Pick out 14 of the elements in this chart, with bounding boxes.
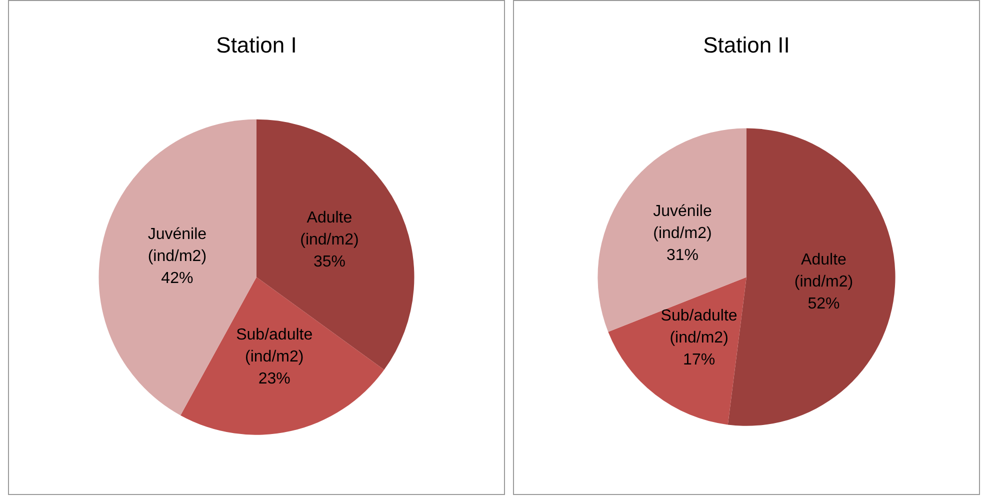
slice-label: Juvénile (ind/m2)	[148, 226, 207, 266]
slice-label: Adulte (ind/m2)	[794, 251, 854, 290]
data-label: 42%	[161, 270, 194, 288]
data-label: 52%	[808, 295, 840, 312]
data-label: 35%	[313, 253, 346, 270]
chart-title: Station II	[703, 32, 790, 58]
slice-label: Sub/adulte (ind/m2)	[660, 308, 738, 347]
data-label: 23%	[258, 370, 290, 388]
slice-label: Adulte (ind/m2)	[300, 209, 359, 248]
data-label: 31%	[666, 247, 698, 264]
slice-label: Sub/adulte (ind/m2)	[236, 326, 313, 366]
data-label: 17%	[683, 352, 716, 369]
slice-label: Juvénile (ind/m2)	[653, 203, 712, 242]
chart-title: Station I	[216, 32, 297, 58]
